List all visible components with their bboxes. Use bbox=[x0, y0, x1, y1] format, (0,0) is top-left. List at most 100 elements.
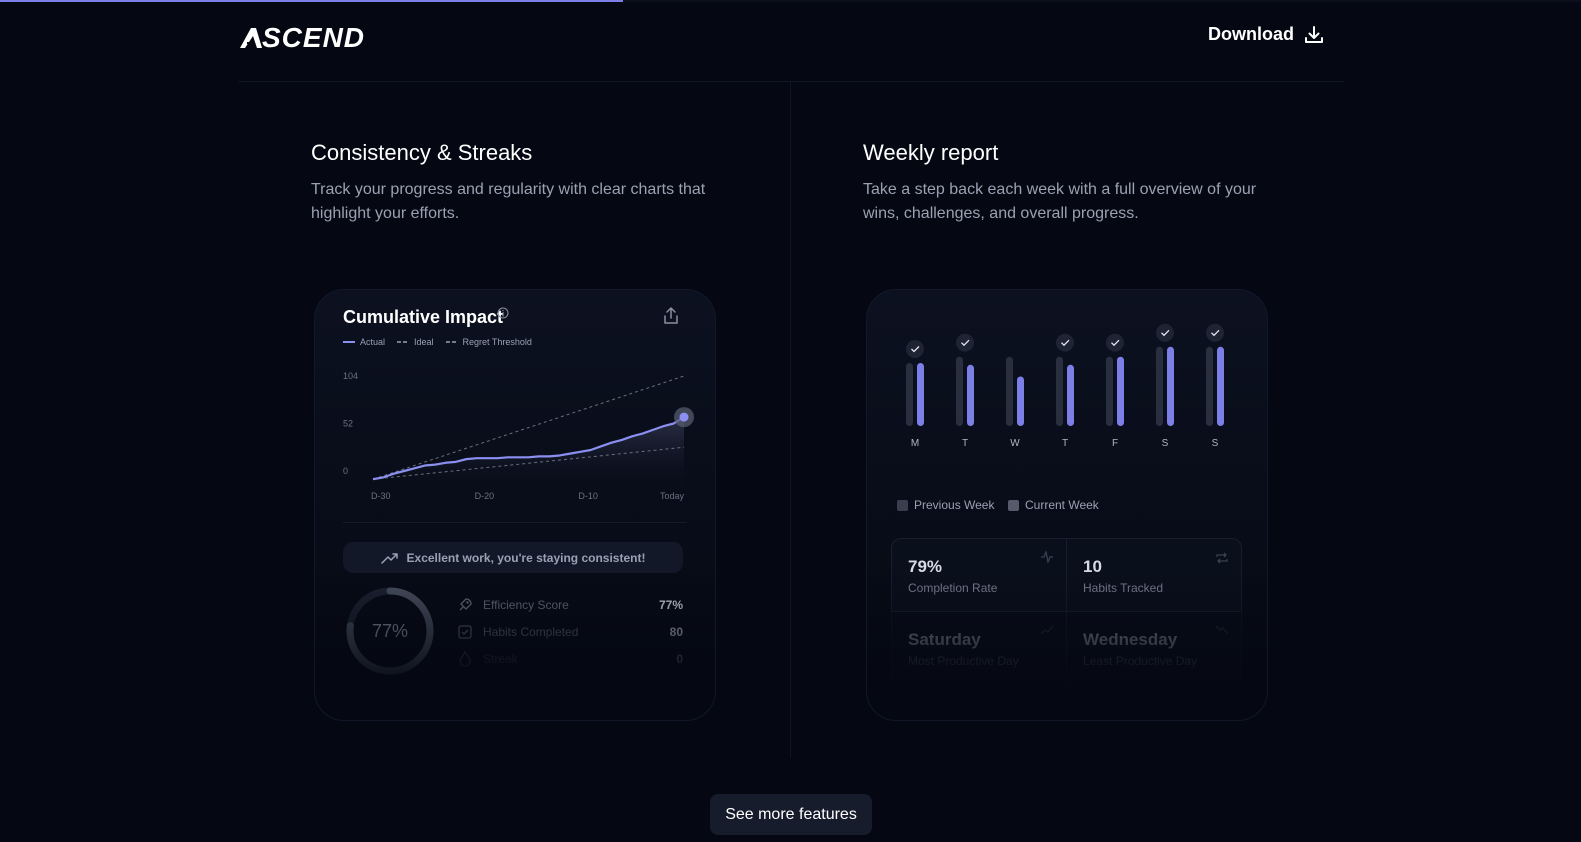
info-icon[interactable] bbox=[497, 307, 509, 319]
legend-previous-swatch bbox=[897, 499, 908, 511]
previous-week-bar bbox=[1106, 356, 1113, 426]
stat-label: Most Productive Day bbox=[908, 654, 1019, 668]
legend-actual-swatch bbox=[343, 341, 355, 343]
activity-icon bbox=[1041, 551, 1053, 563]
legend-previous-label: Previous Week bbox=[914, 498, 995, 512]
previous-week-bar bbox=[1056, 356, 1063, 426]
download-label: Download bbox=[1208, 24, 1294, 44]
legend-actual: Actual bbox=[343, 337, 385, 347]
stat-label: Completion Rate bbox=[908, 581, 998, 595]
day-label: S bbox=[1212, 438, 1219, 449]
stat-label: Least Productive Day bbox=[1083, 654, 1198, 668]
encouragement-banner: Excellent work, you're staying consisten… bbox=[343, 542, 683, 573]
consistency-description: Track your progress and regularity with … bbox=[311, 181, 706, 222]
legend-ideal-swatch bbox=[397, 341, 410, 343]
weekly-report-title: Weekly report bbox=[863, 140, 999, 165]
check-badge bbox=[906, 340, 924, 358]
y-tick-label: 52 bbox=[343, 419, 353, 429]
scroll-progress-bar bbox=[0, 0, 623, 2]
site-header: SCEND Download bbox=[238, 18, 1324, 58]
stat-least-productive: Wednesday Least Productive Day bbox=[1066, 611, 1242, 685]
trending-up-icon bbox=[1040, 625, 1054, 635]
day-label: T bbox=[962, 438, 968, 449]
check-icon bbox=[1161, 329, 1170, 337]
legend-current-week: Current Week bbox=[1008, 498, 1099, 512]
impact-legend: Actual Ideal Regret Threshold bbox=[343, 337, 532, 347]
weekly-stat-grid: 79% Completion Rate 10 Habits Tracked Sa… bbox=[891, 538, 1242, 685]
legend-ideal-label: Ideal bbox=[414, 337, 434, 347]
stat-value: Saturday bbox=[908, 630, 981, 649]
check-badge bbox=[956, 333, 974, 352]
regret-threshold-line bbox=[372, 446, 685, 480]
previous-week-bar bbox=[906, 363, 913, 426]
weekly-report-card: M T W T F S S Previous Week Current Week 79% C… bbox=[866, 289, 1268, 721]
actual-line bbox=[372, 416, 685, 481]
checkbox-icon bbox=[458, 625, 472, 639]
stat-label: Habits Tracked bbox=[1083, 581, 1164, 595]
day-label: M bbox=[911, 438, 919, 449]
top-progress-track bbox=[0, 0, 1581, 2]
impact-card-title: Cumulative Impact bbox=[343, 307, 504, 327]
current-week-bar bbox=[1067, 364, 1074, 426]
check-icon bbox=[961, 339, 970, 347]
legend-previous-week: Previous Week bbox=[897, 498, 994, 512]
ascend-logo[interactable]: SCEND bbox=[238, 22, 365, 54]
download-icon bbox=[1305, 25, 1323, 43]
legend-current-label: Current Week bbox=[1025, 498, 1099, 512]
rocket-icon bbox=[459, 598, 472, 611]
cumulative-impact-card: Cumulative Impact Actual Ideal Regret Th… bbox=[314, 289, 716, 721]
check-icon bbox=[1111, 339, 1120, 347]
repeat-icon bbox=[1216, 552, 1228, 564]
stat-completion-rate: 79% Completion Rate bbox=[891, 538, 1067, 612]
x-tick-label: D-10 bbox=[578, 491, 598, 501]
see-more-features-button[interactable]: See more features bbox=[710, 794, 872, 835]
ideal-line bbox=[372, 375, 685, 480]
stat-habits-completed: Habits Completed 80 bbox=[457, 624, 683, 640]
cumulative-impact-chart: 104 52 0 D-30 D-20 D-10 Today bbox=[343, 371, 694, 501]
trending-up-icon bbox=[380, 552, 398, 564]
current-week-bar bbox=[917, 363, 924, 426]
share-icon[interactable] bbox=[663, 307, 679, 325]
day-label: T bbox=[1062, 438, 1068, 449]
weekly-report-description: Take a step back each week with a full o… bbox=[863, 181, 1257, 222]
stat-value: 0 bbox=[676, 652, 683, 666]
x-tick-label: Today bbox=[660, 491, 685, 501]
check-icon bbox=[1061, 339, 1070, 347]
stat-label: Streak bbox=[483, 652, 518, 666]
check-badge bbox=[1056, 333, 1074, 352]
download-button[interactable]: Download bbox=[1208, 24, 1324, 45]
end-marker-point bbox=[679, 412, 689, 422]
stat-streak: Streak 0 bbox=[457, 651, 683, 667]
day-label: W bbox=[1010, 438, 1020, 449]
stat-value: 80 bbox=[669, 625, 683, 639]
stat-label: Efficiency Score bbox=[483, 598, 569, 612]
consistency-title: Consistency & Streaks bbox=[311, 140, 533, 165]
y-tick-label: 104 bbox=[343, 371, 358, 381]
day-label: F bbox=[1112, 438, 1118, 449]
x-tick-label: D-30 bbox=[371, 491, 391, 501]
stat-value: 77% bbox=[658, 598, 683, 612]
banner-text: Excellent work, you're staying consisten… bbox=[406, 550, 646, 565]
legend-actual-label: Actual bbox=[360, 337, 386, 347]
stat-value: Wednesday bbox=[1083, 630, 1178, 649]
check-badge bbox=[1206, 323, 1224, 342]
logo-text: SCEND bbox=[262, 22, 366, 53]
current-week-bar bbox=[1167, 346, 1174, 426]
check-icon bbox=[911, 346, 920, 353]
legend-current-swatch bbox=[1008, 499, 1019, 511]
chart-divider bbox=[343, 522, 687, 523]
previous-week-bar bbox=[1206, 346, 1213, 426]
current-week-bar bbox=[1217, 346, 1224, 426]
check-icon bbox=[1211, 329, 1220, 337]
logo-arrow-icon bbox=[240, 28, 262, 48]
stat-efficiency: Efficiency Score 77% bbox=[457, 597, 683, 613]
stat-habits-tracked: 10 Habits Tracked bbox=[1066, 538, 1242, 612]
stat-value: 10 bbox=[1083, 557, 1102, 576]
x-tick-label: D-20 bbox=[475, 491, 495, 501]
stat-value: 79% bbox=[908, 557, 943, 576]
current-week-bar bbox=[1017, 376, 1024, 426]
header-divider bbox=[238, 81, 1344, 82]
check-badge bbox=[1156, 323, 1174, 342]
current-week-bar bbox=[1117, 356, 1124, 426]
